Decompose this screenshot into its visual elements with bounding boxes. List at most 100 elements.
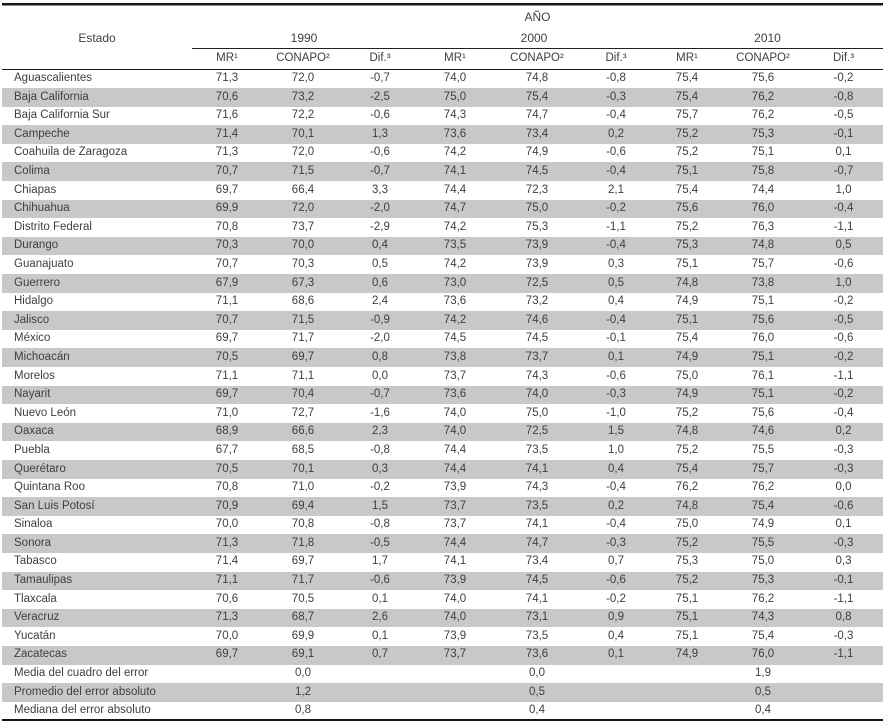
value-cell: 74,2 [443,146,467,159]
value-cell: 69,9 [291,629,315,642]
value-cell: 76,0 [751,648,775,661]
value-cell: -0,2 [833,350,854,363]
value-cell: 70,3 [291,257,315,270]
value-cell: 74,1 [443,555,467,568]
value-cell: 73,2 [291,90,315,103]
table-row: Tlaxcala 70,6 70,5 0,1 74,0 74,1 -0,2 75,1 76,2 -… [2,590,883,609]
subheader-dif-2000: Dif.³ [580,48,652,70]
value-cell: 1,5 [608,425,624,438]
value-cell: 1,0 [608,443,624,456]
value-cell: 70,9 [215,499,239,512]
value-cell: 75,3 [751,574,775,587]
value-cell: 76,1 [751,369,775,382]
value-cell: 74,0 [443,406,467,419]
state-name: Chihuahua [14,202,70,215]
state-name: Colima [14,165,50,178]
summary-value-cell: 0,4 [755,703,771,716]
value-cell: 73,2 [525,295,549,308]
value-cell: 75,5 [751,536,775,549]
value-cell: 74,9 [675,388,699,401]
value-cell: 73,5 [443,239,467,252]
value-cell: -0,7 [370,72,390,85]
value-cell: 76,0 [751,332,775,345]
value-cell: 70,1 [291,127,315,140]
value-cell: 69,7 [215,388,239,401]
value-cell: 74,5 [443,332,467,345]
empty-cell [804,665,883,684]
value-cell: 69,7 [215,332,239,345]
value-cell: 75,1 [751,350,775,363]
state-name: Chiapas [14,183,57,196]
value-cell: 2,6 [372,611,388,624]
value-cell: 73,9 [443,481,467,494]
value-cell: -0,9 [370,313,390,326]
subheader-mr-2010: MR¹ [652,48,722,70]
value-cell: 76,2 [751,481,775,494]
value-cell: 75,0 [525,406,549,419]
value-cell: 0,1 [372,592,388,605]
value-cell: 74,7 [443,202,467,215]
value-cell: 71,4 [215,127,239,140]
value-cell: 76,2 [751,592,775,605]
subheader-mr-2000: MR¹ [416,48,494,70]
summary-value-cell: 0,0 [295,667,311,680]
table-row: Veracruz 71,3 68,7 2,6 74,0 73,1 0,9 75,1 74,3 0,… [2,608,883,628]
value-cell: 73,7 [443,499,467,512]
value-cell: -0,6 [606,574,626,587]
table-row: Jalisco 70,7 71,5 -0,9 74,2 74,6 -0,4 75,1 75,6 -… [2,311,883,330]
value-cell: 74,8 [675,276,699,289]
empty-cell [652,665,722,684]
value-cell: 74,5 [525,332,549,345]
value-cell: 71,3 [215,536,239,549]
empty-cell [344,702,416,721]
empty-cell [416,665,494,684]
value-cell: -0,4 [833,202,854,215]
value-cell: 75,4 [751,629,775,642]
summary-label: Media del cuadro del error [14,667,149,680]
state-name: Morelos [14,369,55,382]
value-cell: -0,3 [833,629,854,642]
value-cell: -0,5 [833,109,854,122]
value-cell: 1,7 [372,555,388,568]
value-cell: 75,7 [675,109,699,122]
value-cell: 0,1 [608,350,624,363]
table-row: Distrito Federal 70,8 73,7 -2,9 74,2 75,3 -1,1… [2,218,883,237]
value-cell: -0,3 [606,90,626,103]
value-cell: 74,4 [443,443,467,456]
value-cell: 75,2 [675,127,699,140]
value-cell: 75,3 [675,239,699,252]
empty-cell [344,683,416,702]
table-row: Guerrero 67,9 67,3 0,6 73,0 72,5 0,5 74,8 73,8 1,… [2,274,883,293]
value-cell: 66,6 [291,425,315,438]
value-cell: 76,2 [675,481,699,494]
state-name: Oaxaca [14,425,54,438]
value-cell: 0,0 [372,369,388,382]
value-cell: 75,2 [675,536,699,549]
value-cell: 0,7 [372,648,388,661]
value-cell: 75,3 [675,555,699,568]
header-row-years: Estado 1990 2000 2010 [2,27,883,49]
state-name: Nayarit [14,388,51,401]
value-cell: 70,0 [215,518,239,531]
empty-cell [652,683,722,702]
value-cell: 75,7 [751,257,775,270]
value-cell: 70,1 [291,462,315,475]
state-name: Durango [14,239,59,252]
value-cell: -0,2 [833,72,854,85]
value-cell: 73,9 [525,239,549,252]
value-cell: 73,5 [525,499,549,512]
state-name: Hidalgo [14,295,53,308]
value-cell: 71,1 [215,369,239,382]
value-cell: 75,1 [751,146,775,159]
value-cell: 70,0 [291,239,315,252]
value-cell: 67,9 [215,276,239,289]
state-name: Baja California [14,90,89,103]
table-row: Nayarit 69,7 70,4 -0,7 73,6 74,0 -0,3 74,9 75,1 -… [2,385,883,405]
table-row: Quintana Roo 70,8 71,0 -0,2 73,9 74,3 -0,4 76,2… [2,479,883,498]
value-cell: 1,5 [372,499,388,512]
value-cell: 73,7 [443,518,467,531]
value-cell: 74,9 [675,295,699,308]
value-cell: 0,8 [372,350,388,363]
value-cell: -2,0 [370,202,390,215]
state-name: Michoacán [14,350,70,363]
